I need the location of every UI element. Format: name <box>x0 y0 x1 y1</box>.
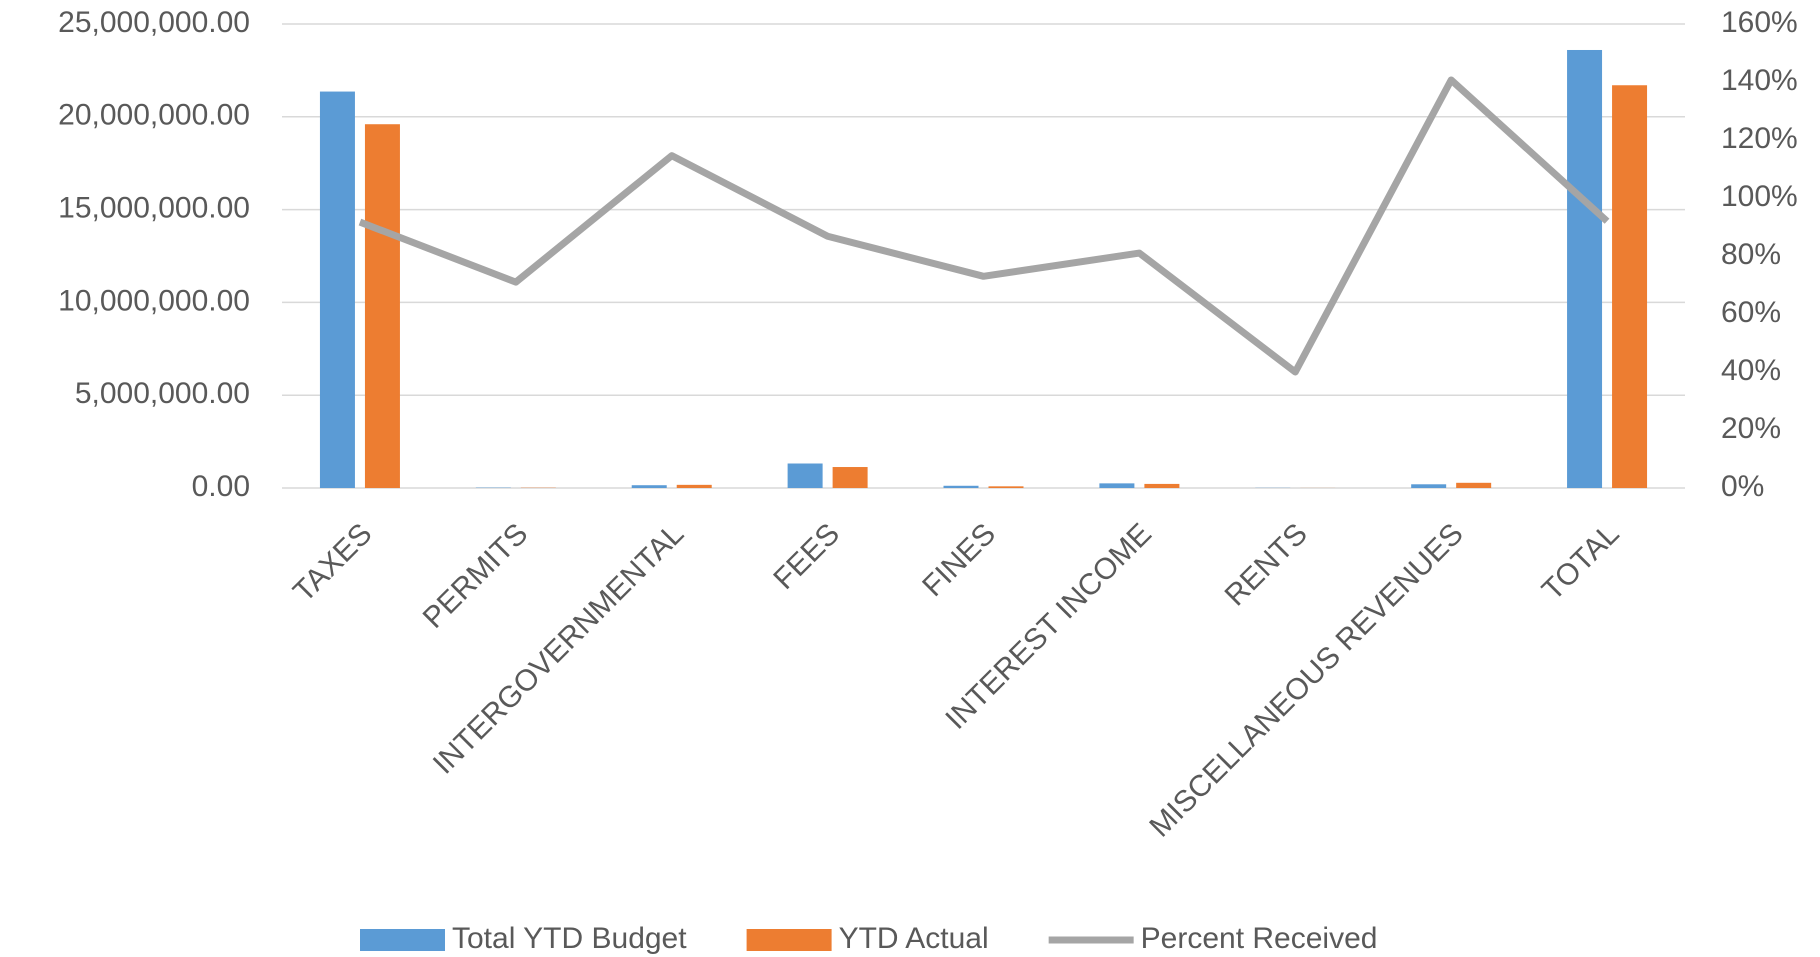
bar <box>832 467 868 488</box>
legend-swatch <box>746 929 832 951</box>
bar <box>364 124 400 488</box>
y2-tick-label: 100% <box>1721 180 1798 213</box>
y-tick-label: 0.00 <box>192 470 250 503</box>
bar <box>1099 483 1135 488</box>
x-tick-label: INTERGOVERNMENTAL <box>427 517 690 780</box>
y-tick-label: 25,000,000.00 <box>58 6 250 39</box>
bar <box>676 484 712 488</box>
bar <box>319 91 355 488</box>
x-tick-label: TOTAL <box>1536 517 1626 607</box>
x-tick-label: FINES <box>916 517 1002 603</box>
legend-swatch <box>360 929 445 951</box>
y-tick-label: 10,000,000.00 <box>58 284 250 317</box>
x-tick-label: TAXES <box>287 517 378 608</box>
bar <box>943 485 979 488</box>
bar <box>1612 85 1648 489</box>
x-tick-label: MISCELLANEOUS REVENUES <box>1143 517 1469 843</box>
bar <box>787 463 823 488</box>
bar <box>631 485 667 488</box>
bar <box>1411 484 1447 488</box>
y2-tick-label: 20% <box>1721 412 1781 445</box>
y2-tick-label: 0% <box>1721 470 1764 503</box>
bar <box>988 486 1024 488</box>
x-tick-label: RENTS <box>1219 517 1314 612</box>
bar <box>1456 482 1492 488</box>
x-tick-label: PERMITS <box>417 517 535 635</box>
y-tick-label: 15,000,000.00 <box>58 192 250 225</box>
y2-tick-label: 160% <box>1721 6 1798 39</box>
x-tick-label: FEES <box>767 517 846 596</box>
y2-tick-label: 80% <box>1721 238 1781 271</box>
legend-label: Percent Received <box>1141 922 1378 955</box>
y-tick-label: 20,000,000.00 <box>58 99 250 132</box>
legend-label: Total YTD Budget <box>452 922 687 955</box>
y2-tick-label: 120% <box>1721 122 1798 155</box>
y2-tick-label: 140% <box>1721 64 1798 97</box>
line-series <box>358 76 1610 376</box>
legend-label: YTD Actual <box>839 922 989 955</box>
bar <box>1567 49 1603 488</box>
y2-tick-label: 40% <box>1721 354 1781 387</box>
y2-tick-label: 60% <box>1721 296 1781 329</box>
y-tick-label: 5,000,000.00 <box>75 377 250 410</box>
bar <box>1144 483 1180 488</box>
